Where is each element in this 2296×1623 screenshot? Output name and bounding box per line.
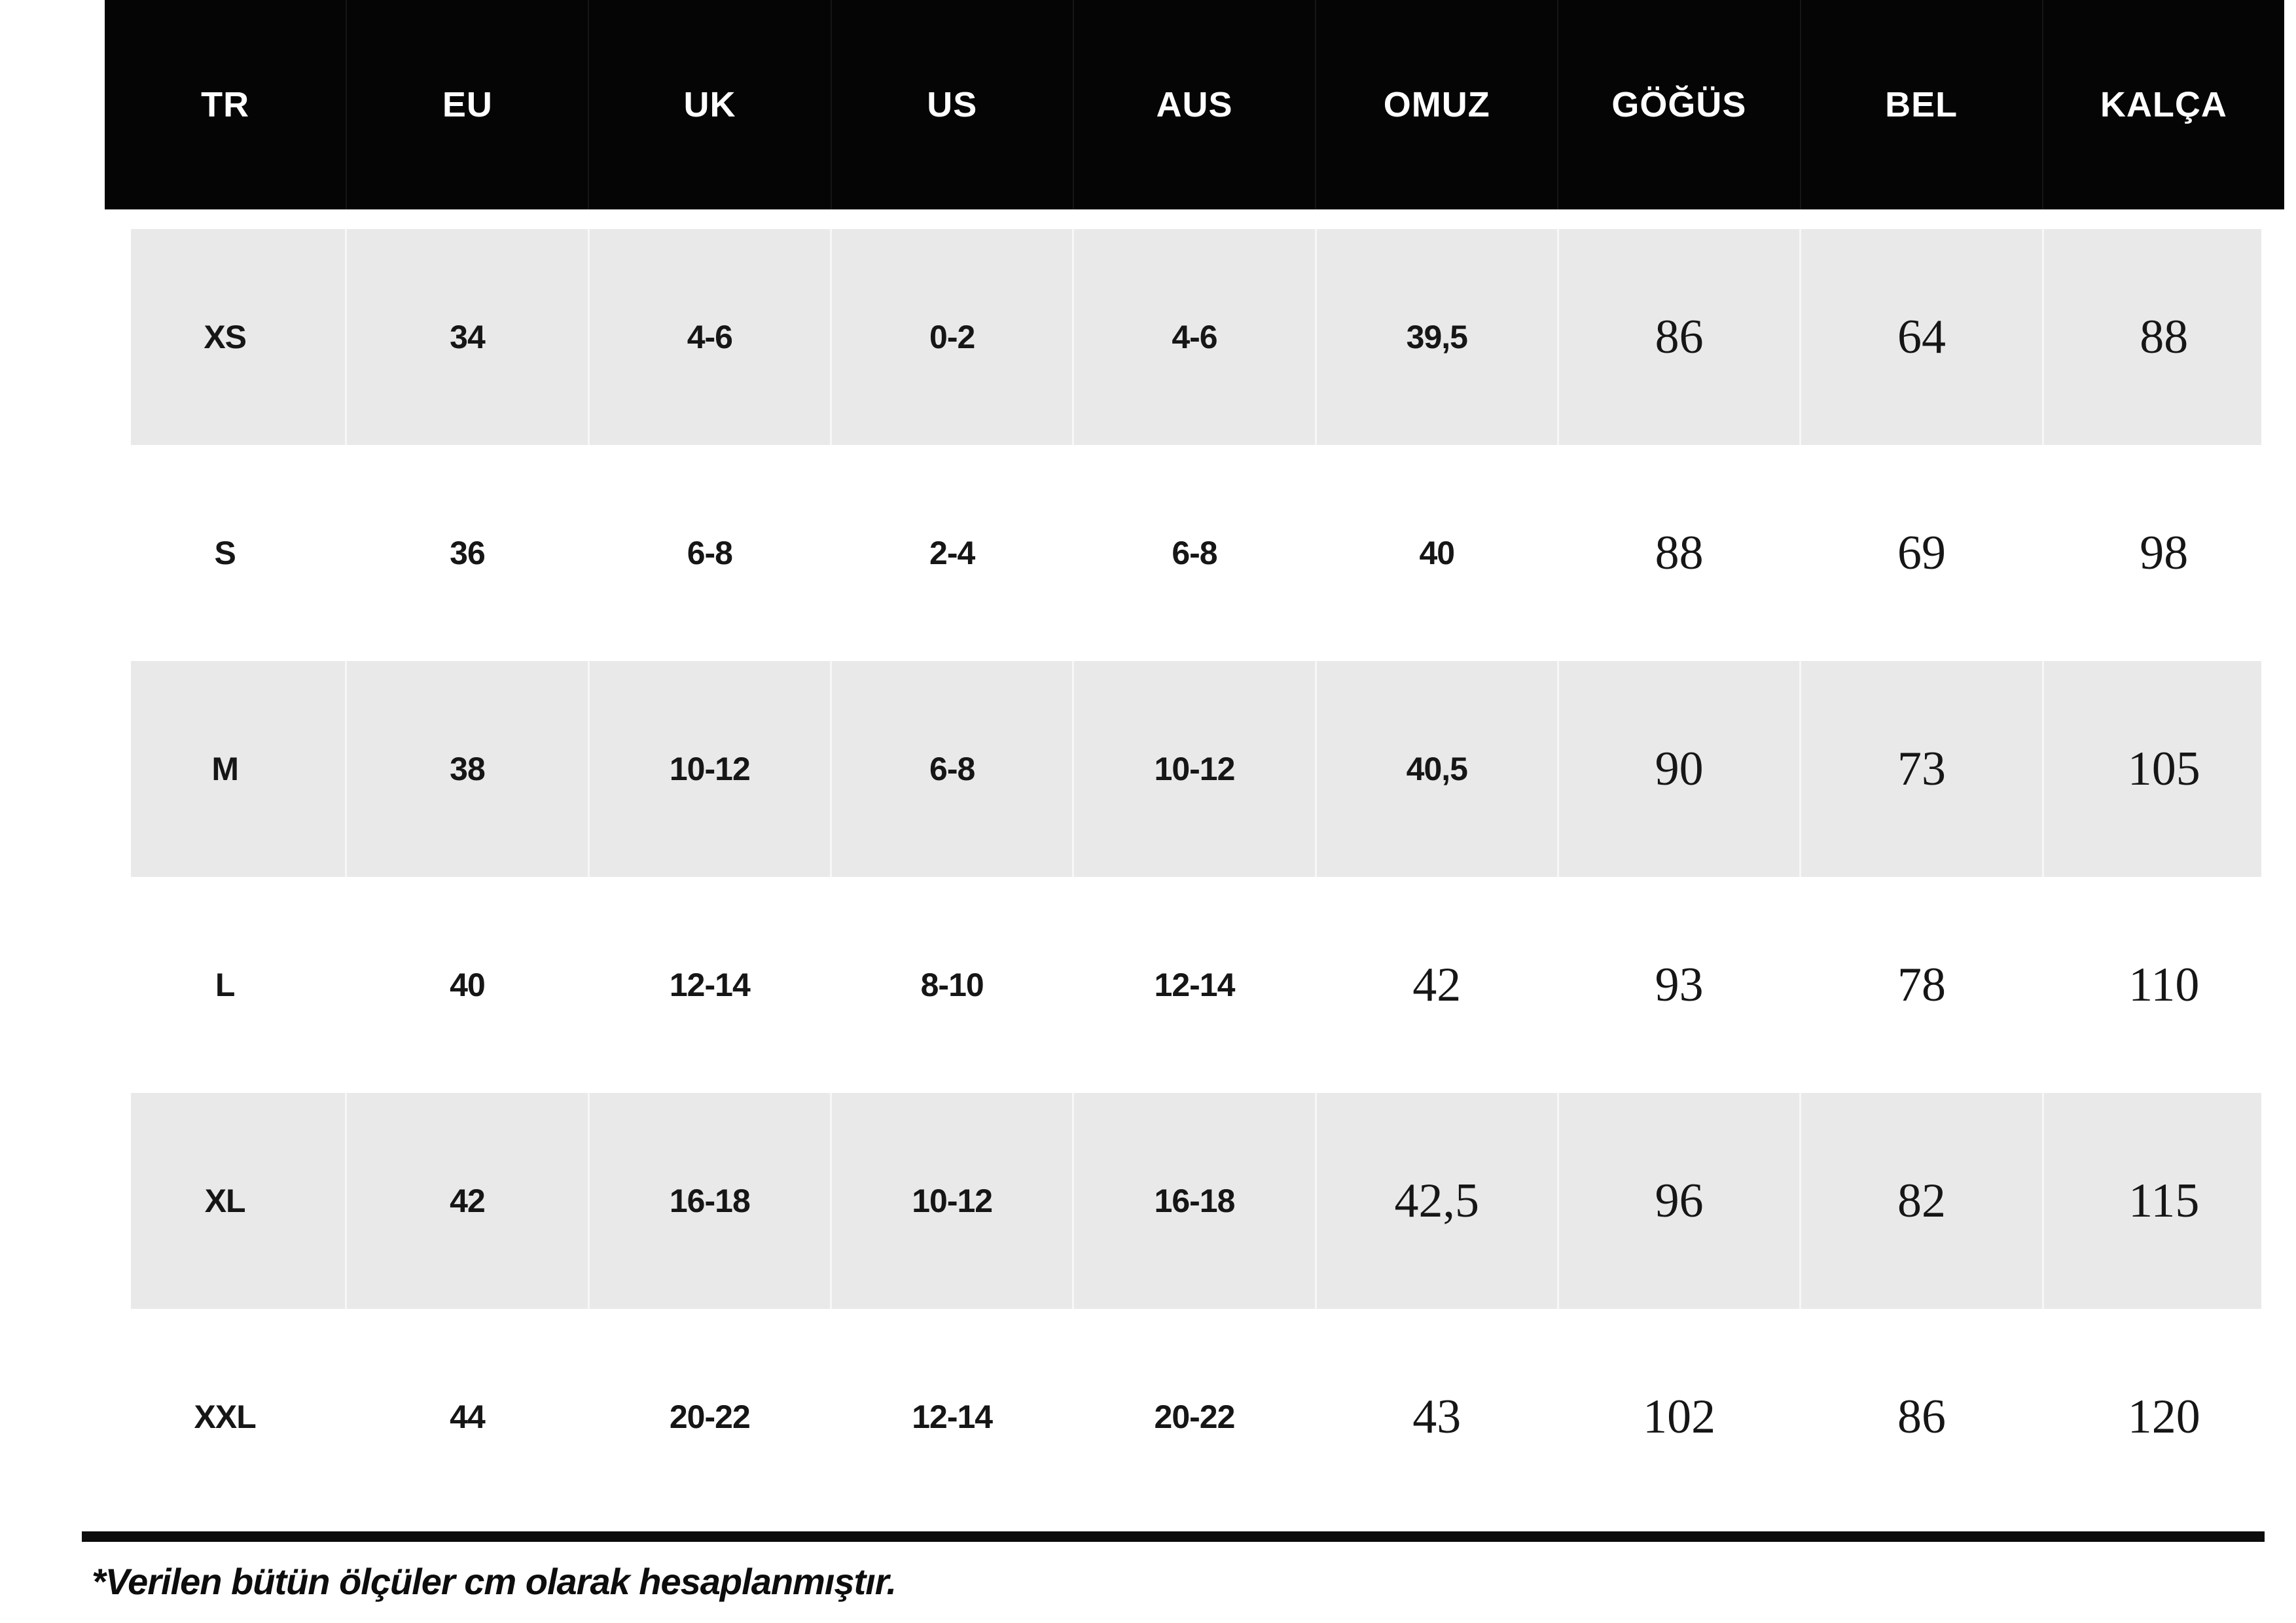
cell-s-tr: S bbox=[105, 445, 348, 661]
size-chart-table: TR EU UK US AUS OMUZ GÖĞÜS BEL KALÇA XS 34 4-6 0-2 4… bbox=[105, 0, 2284, 1525]
cell-l-bel: 78 bbox=[1801, 877, 2044, 1093]
cell-xs-omuz: 39,5 bbox=[1317, 229, 1559, 445]
column-header-uk: UK bbox=[589, 0, 832, 209]
table-row-xl: XL 42 16-18 10-12 16-18 42,5 96 82 115 bbox=[105, 1093, 2284, 1309]
cell-s-us: 2-4 bbox=[832, 445, 1075, 661]
cell-xl-gogus: 96 bbox=[1559, 1093, 1802, 1309]
cell-xxl-aus: 20-22 bbox=[1074, 1309, 1317, 1525]
cell-xl-tr: XL bbox=[105, 1093, 348, 1309]
cell-m-us: 6-8 bbox=[832, 661, 1075, 877]
table-row-s: S 36 6-8 2-4 6-8 40 88 69 98 bbox=[105, 445, 2284, 661]
cell-xl-kalca: 115 bbox=[2128, 1173, 2200, 1228]
cell-xs-eu: 34 bbox=[347, 229, 590, 445]
cell-m-uk: 10-12 bbox=[590, 661, 832, 877]
cell-xxl-kalca: 120 bbox=[2127, 1389, 2200, 1444]
cell-xs-tr: XS bbox=[105, 229, 348, 445]
footnote-divider bbox=[82, 1531, 2265, 1542]
column-header-aus: AUS bbox=[1074, 0, 1317, 209]
cell-s-eu: 36 bbox=[347, 445, 590, 661]
cell-s-bel: 69 bbox=[1801, 445, 2044, 661]
cell-s-omuz: 40 bbox=[1317, 445, 1559, 661]
cell-l-uk: 12-14 bbox=[590, 877, 832, 1093]
cell-m-bel: 73 bbox=[1801, 661, 2044, 877]
cell-l-eu: 40 bbox=[347, 877, 590, 1093]
cell-xxl-us: 12-14 bbox=[832, 1309, 1075, 1525]
column-header-gogus: GÖĞÜS bbox=[1558, 0, 1801, 209]
cell-xs-us: 0-2 bbox=[832, 229, 1075, 445]
column-header-eu: EU bbox=[347, 0, 590, 209]
cell-xxl-omuz: 43 bbox=[1317, 1309, 1559, 1525]
cell-xl-aus: 16-18 bbox=[1074, 1093, 1317, 1309]
cell-xs-uk: 4-6 bbox=[590, 229, 832, 445]
table-row-m: M 38 10-12 6-8 10-12 40,5 90 73 105 bbox=[105, 661, 2284, 877]
cell-xs-bel: 64 bbox=[1801, 229, 2044, 445]
cell-s-kalca: 98 bbox=[2140, 526, 2189, 580]
table-header-row: TR EU UK US AUS OMUZ GÖĞÜS BEL KALÇA bbox=[105, 0, 2284, 209]
column-header-us: US bbox=[832, 0, 1074, 209]
cell-xxl-eu: 44 bbox=[347, 1309, 590, 1525]
cell-xs-aus: 4-6 bbox=[1074, 229, 1317, 445]
cell-l-aus: 12-14 bbox=[1074, 877, 1317, 1093]
cell-l-kalca: 110 bbox=[2128, 957, 2200, 1012]
cell-m-kalca: 105 bbox=[2127, 741, 2200, 796]
cell-s-uk: 6-8 bbox=[590, 445, 832, 661]
cell-l-us: 8-10 bbox=[832, 877, 1075, 1093]
cell-xxl-gogus: 102 bbox=[1559, 1309, 1802, 1525]
cell-m-tr: M bbox=[105, 661, 348, 877]
cell-xxl-uk: 20-22 bbox=[590, 1309, 832, 1525]
column-header-kalca: KALÇA bbox=[2100, 85, 2227, 124]
cell-xl-uk: 16-18 bbox=[590, 1093, 832, 1309]
cell-l-omuz: 42 bbox=[1317, 877, 1559, 1093]
cell-xl-bel: 82 bbox=[1801, 1093, 2044, 1309]
cell-xl-eu: 42 bbox=[347, 1093, 590, 1309]
table-body: XS 34 4-6 0-2 4-6 39,5 86 64 88 S 36 6-8 2-4 6-8 40 88 6… bbox=[105, 229, 2284, 1525]
cell-s-aus: 6-8 bbox=[1074, 445, 1317, 661]
column-header-omuz: OMUZ bbox=[1316, 0, 1559, 209]
cell-xs-gogus: 86 bbox=[1559, 229, 1802, 445]
cell-s-gogus: 88 bbox=[1559, 445, 1802, 661]
column-header-tr: TR bbox=[105, 0, 348, 209]
cell-xl-us: 10-12 bbox=[832, 1093, 1075, 1309]
table-row-l: L 40 12-14 8-10 12-14 42 93 78 110 bbox=[105, 877, 2284, 1093]
table-row-xs: XS 34 4-6 0-2 4-6 39,5 86 64 88 bbox=[105, 229, 2284, 445]
cell-xxl-bel: 86 bbox=[1801, 1309, 2044, 1525]
footnote: *Verilen bütün ölçüler cm olarak hesapla… bbox=[92, 1561, 897, 1602]
cell-m-eu: 38 bbox=[347, 661, 590, 877]
cell-xl-omuz: 42,5 bbox=[1317, 1093, 1559, 1309]
cell-l-tr: L bbox=[105, 877, 348, 1093]
cell-l-gogus: 93 bbox=[1559, 877, 1802, 1093]
cell-xs-kalca: 88 bbox=[2140, 310, 2189, 364]
cell-m-gogus: 90 bbox=[1559, 661, 1802, 877]
table-row-xxl: XXL 44 20-22 12-14 20-22 43 102 86 120 bbox=[105, 1309, 2284, 1525]
cell-m-omuz: 40,5 bbox=[1317, 661, 1559, 877]
column-header-bel: BEL bbox=[1801, 0, 2043, 209]
cell-m-aus: 10-12 bbox=[1074, 661, 1317, 877]
cell-xxl-tr: XXL bbox=[105, 1309, 348, 1525]
